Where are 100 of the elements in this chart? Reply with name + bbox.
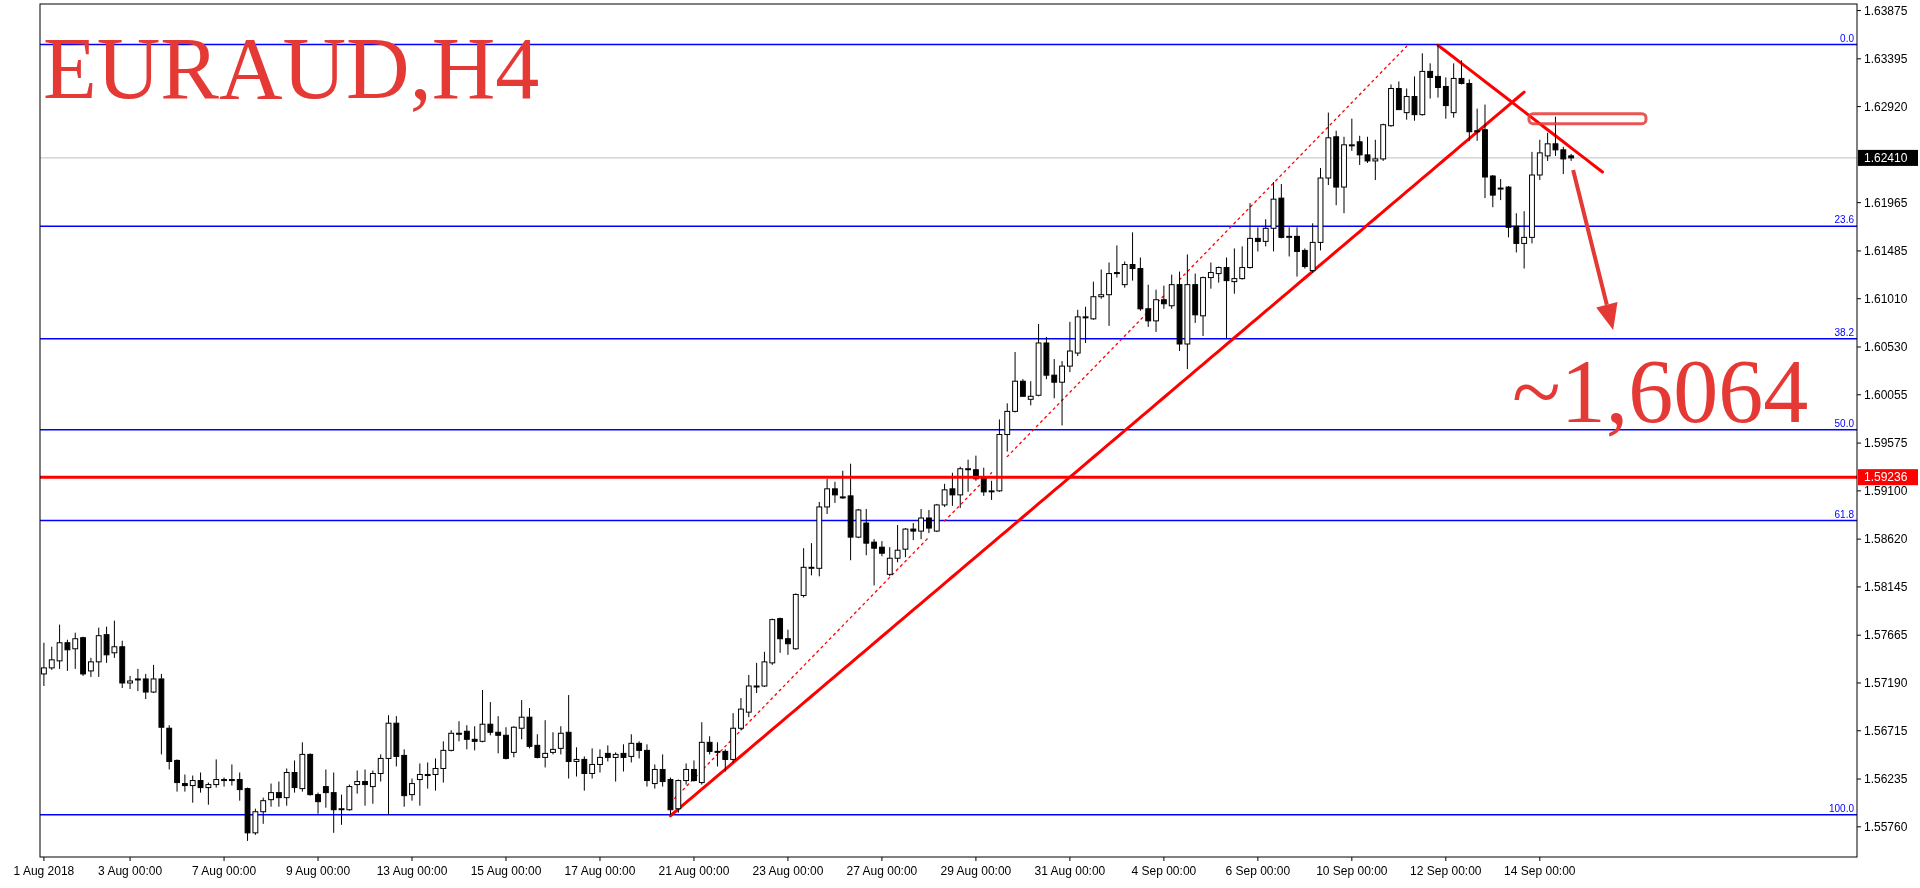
x-tick-label: 21 Aug 00:00 — [658, 864, 730, 878]
candlestick — [1027, 380, 1034, 406]
candlestick — [965, 459, 972, 493]
candlestick — [738, 697, 744, 731]
y-tick-label: 1.55760 — [1864, 820, 1908, 835]
candlestick — [636, 740, 643, 759]
candlestick — [839, 470, 846, 500]
candlestick — [597, 748, 603, 773]
candlestick — [409, 778, 415, 802]
candlestick — [72, 632, 79, 670]
candlestick — [1294, 226, 1300, 278]
candlestick — [463, 724, 470, 750]
candlestick — [1106, 262, 1112, 327]
x-tick-label: 14 Sep 00:00 — [1504, 864, 1576, 878]
x-tick-label: 1 Aug 2018 — [13, 864, 75, 878]
candlestick — [785, 629, 791, 656]
y-tick-label: 1.59100 — [1864, 484, 1908, 499]
candlestick — [589, 747, 596, 780]
candlestick — [260, 797, 267, 825]
candlestick — [1059, 360, 1065, 426]
candlestick — [651, 763, 658, 790]
candlestick — [362, 768, 368, 807]
candlestick — [691, 759, 697, 783]
y-tick-label: 1.61965 — [1864, 195, 1908, 210]
annotation: 0.0 — [1840, 32, 1855, 44]
candlestick — [213, 758, 220, 789]
candlestick — [503, 726, 509, 760]
candlestick — [87, 657, 94, 678]
candlestick — [1098, 269, 1105, 300]
y-tick-label: 1.62920 — [1864, 99, 1908, 114]
annotation: 38.2 — [1834, 326, 1855, 338]
candlestick — [228, 763, 235, 787]
candlestick — [824, 478, 831, 515]
candlestick — [174, 758, 180, 793]
chart-title: EURAUD,H4 — [43, 20, 540, 117]
x-tick-label: 4 Sep 00:00 — [1131, 864, 1197, 878]
candlestick — [354, 769, 361, 795]
candlestick — [557, 725, 564, 755]
x-tick-label: 3 Aug 00:00 — [98, 864, 163, 878]
y-tick-label: 1.61010 — [1864, 291, 1908, 306]
y-tick-label: 1.57665 — [1864, 628, 1908, 643]
x-tick-label: 9 Aug 00:00 — [286, 864, 351, 878]
annotation: 100.0 — [1828, 802, 1855, 814]
candlestick — [925, 509, 932, 534]
candlestick — [1489, 174, 1496, 208]
candlestick — [1207, 262, 1214, 290]
candlestick — [127, 675, 133, 690]
candlestick — [871, 538, 878, 586]
y-tick-label: 1.60055 — [1864, 387, 1908, 402]
candlestick — [48, 646, 55, 671]
candlestick — [1348, 118, 1355, 152]
candlestick — [1427, 62, 1434, 100]
y-tick-label: 1.60530 — [1864, 340, 1908, 355]
x-tick-label: 29 Aug 00:00 — [940, 864, 1012, 878]
candlestick — [1160, 285, 1167, 310]
candlestick — [1051, 358, 1058, 399]
x-tick-label: 31 Aug 00:00 — [1034, 864, 1106, 878]
candlestick — [879, 540, 885, 557]
candlestick — [181, 774, 188, 793]
candlestick — [315, 792, 321, 815]
annotation: 23.6 — [1834, 214, 1855, 226]
candlestick — [322, 768, 329, 809]
candlestick — [832, 481, 838, 504]
candlestick — [1435, 43, 1441, 99]
candlestick — [221, 777, 227, 788]
candlestick — [886, 546, 893, 577]
x-tick-label: 27 Aug 00:00 — [846, 864, 918, 878]
candlestick — [1395, 80, 1402, 111]
y-tick-label: 1.59575 — [1864, 436, 1908, 451]
ref-line-label: 1.59236 — [1864, 470, 1908, 485]
y-tick-label: 1.61485 — [1864, 244, 1908, 259]
candlestick — [1113, 244, 1120, 279]
y-tick-label: 1.63395 — [1864, 52, 1908, 67]
y-tick-label: 1.58145 — [1864, 580, 1908, 595]
y-tick-label: 1.57190 — [1864, 676, 1908, 691]
candlestick — [1536, 139, 1543, 181]
candlestick — [1301, 247, 1308, 270]
x-tick-label: 6 Sep 00:00 — [1225, 864, 1291, 878]
annotation: 61.8 — [1834, 508, 1855, 520]
y-tick-label: 1.58620 — [1864, 532, 1908, 547]
x-tick-label: 15 Aug 00:00 — [470, 864, 542, 878]
candlestick — [683, 762, 690, 786]
ref-line-label: 1.62410 — [1864, 151, 1908, 166]
candlestick — [1254, 226, 1261, 252]
y-tick-label: 1.63875 — [1864, 3, 1908, 18]
candlestick — [268, 783, 274, 808]
x-tick-label: 10 Sep 00:00 — [1316, 864, 1388, 878]
x-tick-label: 13 Aug 00:00 — [376, 864, 448, 878]
candlestick — [1442, 76, 1449, 120]
candlestick — [275, 781, 282, 808]
candlestick — [1145, 284, 1152, 328]
y-tick-label: 1.56715 — [1864, 723, 1908, 738]
candlestick — [456, 720, 462, 742]
x-tick-label: 7 Aug 00:00 — [192, 864, 257, 878]
candlestick — [495, 715, 502, 754]
x-tick-label: 17 Aug 00:00 — [564, 864, 636, 878]
candlestick — [918, 508, 925, 540]
candlestick — [777, 617, 784, 654]
candlestick — [1004, 402, 1011, 453]
candlestick — [1066, 321, 1073, 373]
